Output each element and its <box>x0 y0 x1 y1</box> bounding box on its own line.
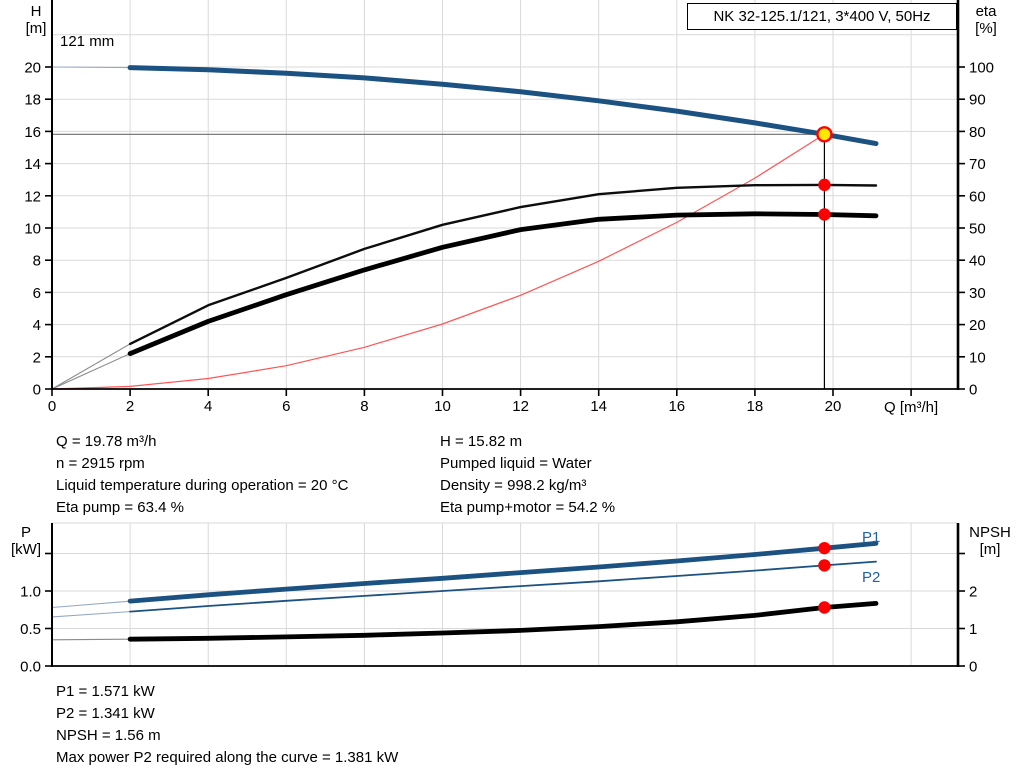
npsh-axis-label: NPSH [m] <box>960 524 1020 558</box>
result-npsh: NPSH = 1.56 m <box>56 727 161 744</box>
info-pumped-liquid: Pumped liquid = Water <box>440 455 592 472</box>
tick-label: 4 <box>204 398 212 415</box>
curve-p2 <box>129 560 877 613</box>
curve-h-thin-start <box>51 66 131 69</box>
tick-label: 12 <box>24 188 41 205</box>
tick-label: 10 <box>24 221 41 238</box>
curve-eta-pump <box>128 183 878 346</box>
curve-eta-pump-motor <box>127 211 879 357</box>
tick-label: 70 <box>969 156 986 173</box>
tick-label: 0 <box>48 398 56 415</box>
p-axis-label: P [kW] <box>2 524 50 558</box>
tick-label: 8 <box>360 398 368 415</box>
tick-label: 90 <box>969 92 986 109</box>
p2-curve-label: P2 <box>862 569 881 586</box>
tick-label: 80 <box>969 124 986 141</box>
tick-label: 16 <box>668 398 685 415</box>
info-density: Density = 998.2 kg/m³ <box>440 477 587 494</box>
p1-duty-dot <box>818 541 831 555</box>
eta-pump-duty-dot <box>818 178 831 192</box>
tick-label: 30 <box>969 285 986 302</box>
curve-p2-thin-start <box>51 611 131 618</box>
eta-axis-label: eta [%] <box>964 3 1008 37</box>
eta-axis-label-symbol: eta <box>975 3 997 20</box>
curve-system-curve <box>51 133 826 390</box>
info-eta-pump-motor: Eta pump+motor = 54.2 % <box>440 499 616 516</box>
impeller-diameter-label: 121 mm <box>60 33 115 50</box>
tick-label: 10 <box>434 398 451 415</box>
h-axis-label: H [m] <box>18 3 54 37</box>
tick-label: 50 <box>969 221 986 238</box>
eta-axis-label-unit: [%] <box>975 20 997 37</box>
curve-p1-thin-start <box>51 600 131 609</box>
curve-eta-pump-thin-start <box>51 343 131 390</box>
info-liquid-temperature: Liquid temperature during operation = 20… <box>56 477 349 494</box>
tick-label: 40 <box>969 253 986 270</box>
result-p1: P1 = 1.571 kW <box>56 683 155 700</box>
p1-curve-label: P1 <box>862 529 881 546</box>
tick-label: 8 <box>33 253 41 270</box>
q-axis-label: Q [m³/h] <box>884 399 939 416</box>
curve-p1 <box>127 541 879 604</box>
tick-label: 0 <box>969 659 977 676</box>
curve-h <box>127 65 879 147</box>
tick-label: 0 <box>33 382 41 399</box>
p-axis-label-unit: [kW] <box>11 541 41 558</box>
tick-label: 2 <box>969 584 977 601</box>
tick-label: 0 <box>969 382 977 399</box>
tick-label: 100 <box>969 60 994 77</box>
result-max-power: Max power P2 required along the curve = … <box>56 749 399 766</box>
tick-label: 0.5 <box>20 621 41 638</box>
tick-label: 0.0 <box>20 659 41 676</box>
tick-label: 4 <box>33 317 41 334</box>
info-block-left: Q = 19.78 m³/h n = 2915 rpm Liquid tempe… <box>56 431 348 519</box>
tick-label: 2 <box>33 349 41 366</box>
info-speed: n = 2915 rpm <box>56 455 145 472</box>
tick-label: 16 <box>24 124 41 141</box>
tick-label: 20 <box>969 317 986 334</box>
duty-point-marker <box>816 126 833 143</box>
eta-pump-motor-duty-dot <box>818 208 831 221</box>
npsh-duty-dot <box>818 601 831 614</box>
tick-label: 2 <box>126 398 134 415</box>
tick-label: 20 <box>825 398 842 415</box>
tick-label: 10 <box>969 349 986 366</box>
tick-label: 60 <box>969 188 986 205</box>
tick-label: 1 <box>969 621 977 638</box>
npsh-axis-label-unit: [m] <box>979 541 1001 558</box>
p-axis-label-symbol: P <box>20 524 31 541</box>
info-block-right: H = 15.82 m Pumped liquid = Water Densit… <box>440 431 615 519</box>
results-block: P1 = 1.571 kW P2 = 1.341 kW NPSH = 1.56 … <box>56 681 398 769</box>
tick-label: 1.0 <box>20 584 41 601</box>
info-eta-pump: Eta pump = 63.4 % <box>56 499 184 516</box>
tick-label: 12 <box>512 398 529 415</box>
tick-label: 14 <box>590 398 607 415</box>
curve-eta-pump-motor-thin-start <box>51 353 131 390</box>
tick-label: 18 <box>747 398 764 415</box>
result-p2: P2 = 1.341 kW <box>56 705 155 722</box>
tick-label: 20 <box>24 60 41 77</box>
npsh-axis-label-symbol: NPSH <box>969 524 1011 541</box>
tick-label: 6 <box>282 398 290 415</box>
info-head: H = 15.82 m <box>440 433 523 450</box>
curve-npsh <box>127 601 879 642</box>
tick-label: 18 <box>24 92 41 109</box>
p2-duty-dot <box>818 559 831 572</box>
pump-title-box: NK 32-125.1/121, 3*400 V, 50Hz <box>687 3 957 30</box>
h-axis-label-unit: [m] <box>25 20 47 37</box>
curve-npsh-thin-start <box>51 638 131 641</box>
tick-label: 14 <box>24 156 41 173</box>
tick-label: 6 <box>33 285 41 302</box>
info-flow: Q = 19.78 m³/h <box>56 433 157 450</box>
h-axis-label-symbol: H <box>30 3 42 20</box>
